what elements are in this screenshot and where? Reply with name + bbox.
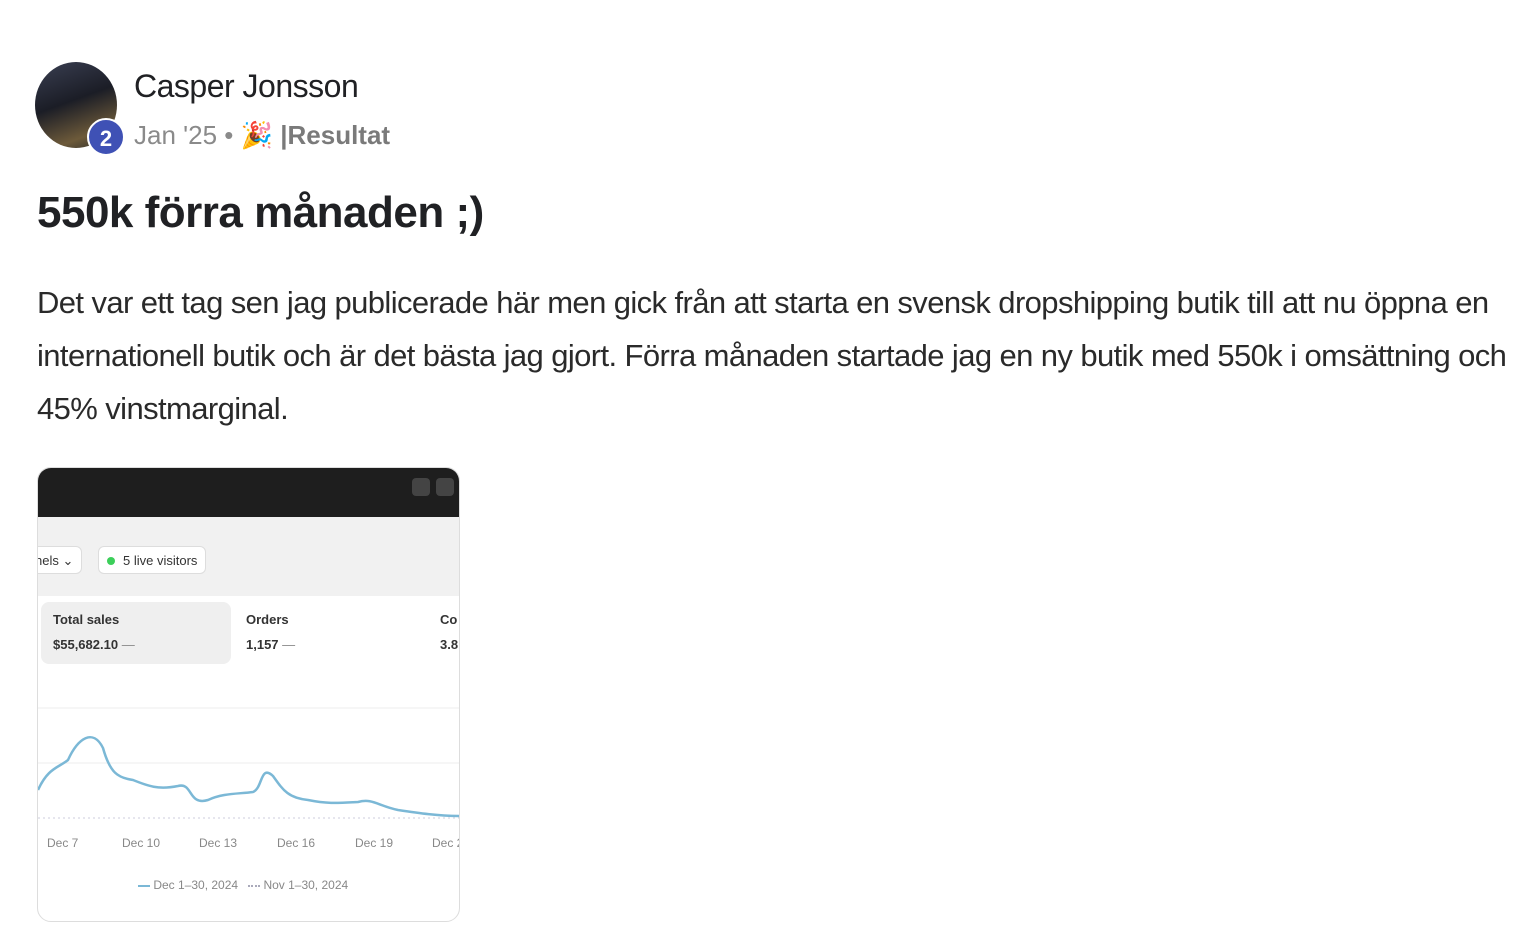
x-label: Dec 2	[432, 836, 459, 850]
x-label: Dec 19	[355, 836, 394, 850]
metric-card: Orders 1,157 —	[234, 602, 414, 664]
post-meta: Jan '25 • 🎉 |Resultat	[134, 120, 390, 151]
trend: —	[121, 637, 135, 652]
author-name[interactable]: Casper Jonsson	[134, 68, 359, 104]
separator: •	[224, 120, 234, 150]
live-dot	[107, 557, 115, 565]
value: $55,682.10	[53, 637, 119, 652]
visitors-pill: 5 live visitors	[98, 546, 207, 574]
post-date: Jan '25	[134, 120, 218, 150]
x-label: Dec 10	[122, 836, 161, 850]
card-label: Co	[440, 612, 458, 627]
legend-text: Nov 1–30, 2024	[263, 878, 349, 892]
legend-swatch	[248, 884, 261, 887]
channels-pill: nels ⌄	[37, 546, 83, 574]
post-title: 550k förra månaden ;)	[37, 188, 484, 237]
image-icon	[412, 478, 430, 496]
legend-text: Dec 1–30, 2024	[153, 878, 239, 892]
level-badge: 2	[87, 118, 125, 156]
trend: —	[282, 637, 296, 652]
post-image[interactable]: nels ⌄ 5 live visitors Total sales $55,6…	[37, 467, 460, 922]
category-emoji: 🎉	[240, 120, 273, 150]
post-body: Det var ett tag sen jag publicerade här …	[37, 285, 1507, 426]
card-value: $55,682.10 —	[53, 637, 219, 652]
card-value: 3.8	[440, 637, 459, 652]
sales-graph	[38, 707, 459, 819]
category[interactable]: |Resultat	[280, 120, 391, 150]
legend: Dec 1–30, 2024 Nov 1–30, 2024	[138, 878, 348, 892]
card-label: Orders	[246, 612, 289, 627]
metric-card: Total sales $55,682.10 —	[41, 602, 231, 664]
pill-text: 5 live visitors	[123, 553, 198, 568]
x-label: Dec 13	[199, 836, 238, 850]
metric-card: Co 3.8	[428, 602, 459, 664]
card-label: Total sales	[53, 612, 120, 627]
image-header	[38, 468, 459, 517]
card-value: 1,157 —	[246, 637, 402, 652]
value: 1,157	[246, 637, 279, 652]
x-label: Dec 16	[277, 836, 316, 850]
image-icon	[436, 478, 454, 496]
x-label: Dec 7	[47, 836, 79, 850]
legend-swatch	[138, 884, 150, 887]
pill-text: nels	[37, 553, 59, 568]
graph-line	[38, 736, 459, 818]
